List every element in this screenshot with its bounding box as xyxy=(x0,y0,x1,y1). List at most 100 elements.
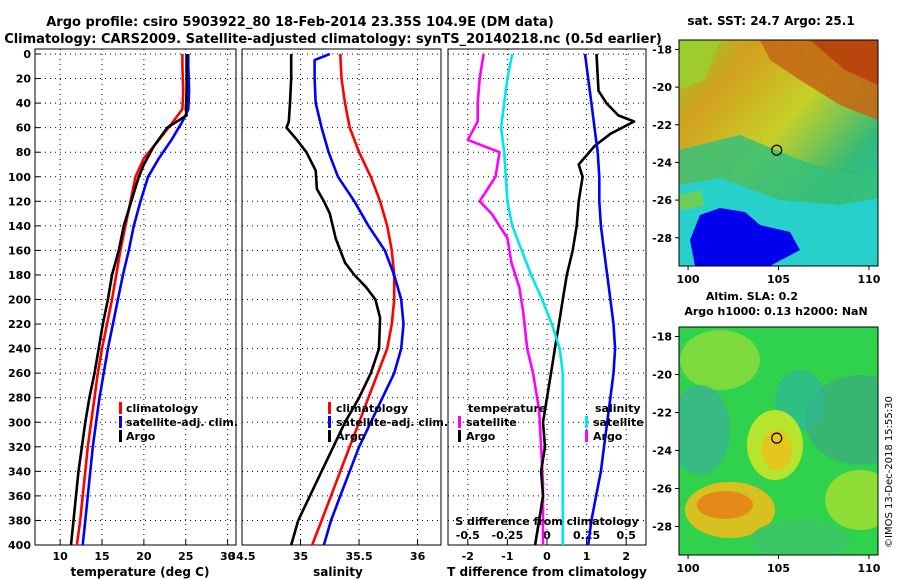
legend-swatch-t-satellite xyxy=(458,416,461,428)
series-layer xyxy=(69,52,636,546)
x-tick-label: 35.5 xyxy=(345,550,372,563)
x-tick-label: 1 xyxy=(583,550,591,563)
depth-tick-label: 220 xyxy=(8,318,31,331)
temperature-xlabel: temperature (deg C) xyxy=(71,565,210,579)
series-line-climatology xyxy=(310,53,396,546)
x2-tick-label: -0.25 xyxy=(492,529,524,542)
depth-tick-label: 180 xyxy=(8,269,31,282)
x-tick-label: 0 xyxy=(543,550,551,563)
legend-swatch-argo xyxy=(119,430,122,442)
map-x-tick-label: 110 xyxy=(857,273,880,286)
series-line-argo xyxy=(285,54,382,546)
x2-tick-label: 0.25 xyxy=(573,529,600,542)
x-tick-label: 35 xyxy=(293,550,308,563)
depth-tick-label: 40 xyxy=(16,97,32,110)
map-x-tick-label: 100 xyxy=(677,273,700,286)
x-tick-label: 25 xyxy=(178,550,193,563)
map-y-tick-label: -20 xyxy=(652,81,672,94)
x-tick-label: 36 xyxy=(410,550,426,563)
map-x-tick-label: 105 xyxy=(767,273,790,286)
legend-label: Argo xyxy=(336,430,366,443)
depth-tick-label: 100 xyxy=(8,171,31,184)
legend-label: Argo xyxy=(466,430,496,443)
legend-swatch-satellite xyxy=(119,416,122,428)
map-y-tick-label: -28 xyxy=(652,232,672,245)
sst-map-axes: -18 -20 -22 -24 -26 -28 100 105 110 xyxy=(652,43,881,286)
series-line-climatology xyxy=(75,54,185,546)
series-line-t-satellite xyxy=(466,53,545,545)
x2-tick-label: 0 xyxy=(543,529,551,542)
map-x-tick-label: 105 xyxy=(767,562,790,575)
x-tick-label: 20 xyxy=(136,550,152,563)
depth-axis: 0 20 40 60 80 100 120 140 160 180 200 220 240 260 280 3… xyxy=(8,48,40,552)
difference-legend: temperature satellite Argo salinity sate… xyxy=(458,402,644,443)
legend-swatch-climatology xyxy=(119,402,122,414)
legend-swatch-satellite xyxy=(328,416,331,428)
legend-label: satellite xyxy=(593,416,644,429)
depth-tick-label: 0 xyxy=(23,48,31,61)
x2-tick-label: -0.5 xyxy=(456,529,480,542)
title-line2: Climatology: CARS2009. Satellite-adjuste… xyxy=(4,32,662,47)
depth-tick-label: 140 xyxy=(8,220,31,233)
sst-map-image xyxy=(679,40,878,266)
legend-heading-salinity: salinity xyxy=(595,402,641,415)
x-tick-label: 30 xyxy=(220,550,236,563)
series-line-s-argo xyxy=(583,53,617,546)
legend-label: climatology xyxy=(336,402,408,415)
map-y-tick-label: -22 xyxy=(652,407,672,420)
difference-xlabel: T difference from climatology xyxy=(447,565,647,579)
x-tick-label: 15 xyxy=(94,550,109,563)
legend-label: satellite xyxy=(466,416,517,429)
depth-tick-label: 240 xyxy=(8,343,31,356)
legend-swatch-argo xyxy=(328,430,331,442)
depth-tick-label: 320 xyxy=(8,441,31,454)
depth-tick-label: 340 xyxy=(8,465,31,478)
grid-layer xyxy=(35,49,646,546)
x-tick-label: 34.5 xyxy=(228,550,255,563)
argo-position-marker xyxy=(771,144,783,156)
map-x-tick-label: 100 xyxy=(677,562,700,575)
argo-position-marker xyxy=(771,432,783,444)
series-line-t-argo xyxy=(533,53,636,546)
map-x-tick-label: 110 xyxy=(857,562,880,575)
depth-tick-label: 380 xyxy=(8,514,31,527)
salinity-legend: climatology satellite-adj. clim. Argo xyxy=(328,402,448,443)
depth-tick-label: 260 xyxy=(8,367,31,380)
map-y-tick-label: -20 xyxy=(652,369,672,382)
map-y-tick-label: -18 xyxy=(652,43,672,56)
sst-map-title: sat. SST: 24.7 Argo: 25.1 xyxy=(687,14,854,28)
depth-tick-label: 200 xyxy=(8,294,31,307)
depth-tick-label: 60 xyxy=(16,122,32,135)
map-y-tick-label: -24 xyxy=(652,445,672,458)
series-line-s-satellite xyxy=(499,53,565,545)
series-line-satellite-adj-clim- xyxy=(313,52,405,546)
salinity-xlabel: salinity xyxy=(313,565,363,579)
temperature-legend: climatology satellite-adj. clim. Argo xyxy=(119,402,238,443)
map-y-tick-label: -24 xyxy=(652,156,672,169)
legend-label: Argo xyxy=(593,430,623,443)
depth-tick-label: 280 xyxy=(8,392,31,405)
map-y-tick-label: -26 xyxy=(652,483,672,496)
depth-tick-label: 160 xyxy=(8,244,31,257)
legend-swatch-s-argo xyxy=(585,430,588,442)
series-line-argo xyxy=(69,54,188,546)
depth-tick-label: 360 xyxy=(8,490,31,503)
depth-tick-label: 80 xyxy=(16,146,32,159)
x-tick-label: -1 xyxy=(501,550,513,563)
x-tick-label: -2 xyxy=(462,550,474,563)
x2-tick-label: 0.5 xyxy=(616,529,636,542)
legend-label: Argo xyxy=(126,430,156,443)
credit-text: ©IMOS 13-Dec-2018 15:55:30 xyxy=(884,396,895,548)
sla-map-axes: -18 -20 -22 -24 -26 -28 100 105 110 xyxy=(652,331,881,576)
depth-tick-label: 300 xyxy=(8,416,31,429)
x-tick-label: 10 xyxy=(52,550,68,563)
map-y-tick-label: -22 xyxy=(652,119,672,132)
x-tick-label: 2 xyxy=(622,550,630,563)
depth-tick-label: 400 xyxy=(8,539,31,552)
sla-map-subtitle: Argo h1000: 0.13 h2000: NaN xyxy=(684,305,867,318)
sla-map-title: Altim. SLA: 0.2 xyxy=(706,290,798,303)
map-y-tick-label: -18 xyxy=(652,331,672,344)
depth-tick-label: 20 xyxy=(16,73,32,86)
